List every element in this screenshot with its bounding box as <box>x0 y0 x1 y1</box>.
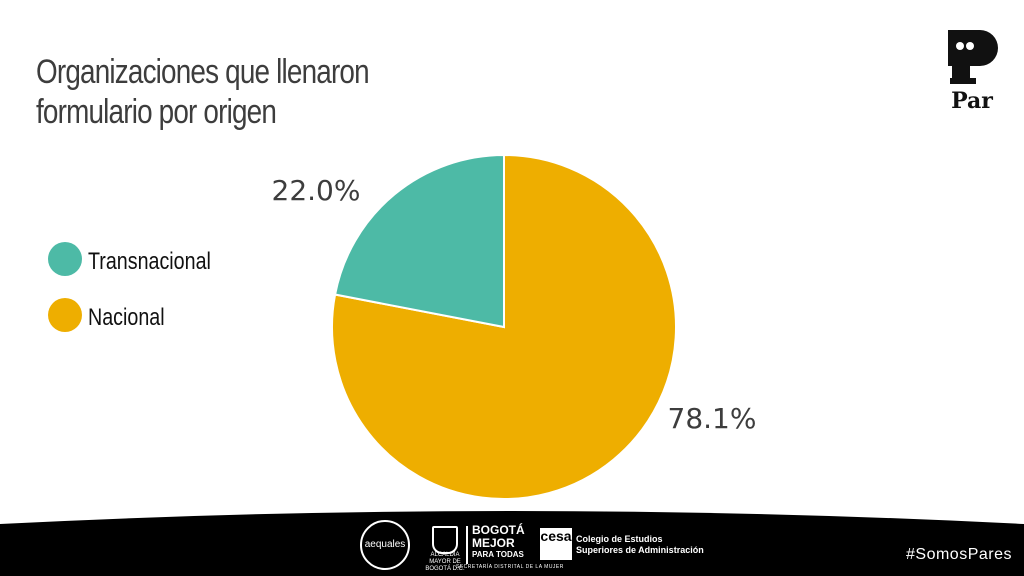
cesa-logo-text: Colegio de Estudios Superiores de Admini… <box>576 534 704 556</box>
cesa-logo-mark: cesa <box>540 528 572 560</box>
alcaldia-logo-text: ALCALDÍA MAYOR DE BOGOTÁ D.C. <box>425 552 465 572</box>
bogota-line-3: PARA TODAS <box>472 550 524 559</box>
par-logo-icon <box>948 30 998 84</box>
par-logo-text: Par <box>951 88 993 114</box>
cesa-line-2: Superiores de Administración <box>576 545 704 555</box>
pie-label-transnacional: 22.0% <box>272 174 361 207</box>
alcaldia-crest-icon <box>432 526 458 554</box>
cesa-line-1: Colegio de Estudios <box>576 534 663 544</box>
legend-swatch-transnacional <box>48 242 82 276</box>
aequales-logo: aequales <box>360 520 410 570</box>
par-logo: Par <box>940 26 1004 116</box>
footer-band <box>0 511 1024 576</box>
pie-label-nacional: 78.1% <box>668 402 757 435</box>
bogota-line-1: BOGOTÁ <box>472 523 525 537</box>
pie-slice-transnacional <box>333 153 505 329</box>
sponsor-divider <box>466 526 468 564</box>
chart-title: Organizaciones que llenaron formulario p… <box>36 53 370 131</box>
hashtag-label: #SomosPares <box>906 546 1012 563</box>
legend-label-transnacional: Transnacional <box>88 248 211 275</box>
legend-label-nacional: Nacional <box>88 304 165 331</box>
legend-swatch-nacional <box>48 298 82 332</box>
secretaria-mujer-text: SECRETARÍA DISTRITAL DE LA MUJER <box>456 564 564 570</box>
bogota-logo: BOGOTÁ MEJOR PARA TODAS <box>472 524 525 560</box>
bogota-line-2: MEJOR <box>472 536 515 550</box>
